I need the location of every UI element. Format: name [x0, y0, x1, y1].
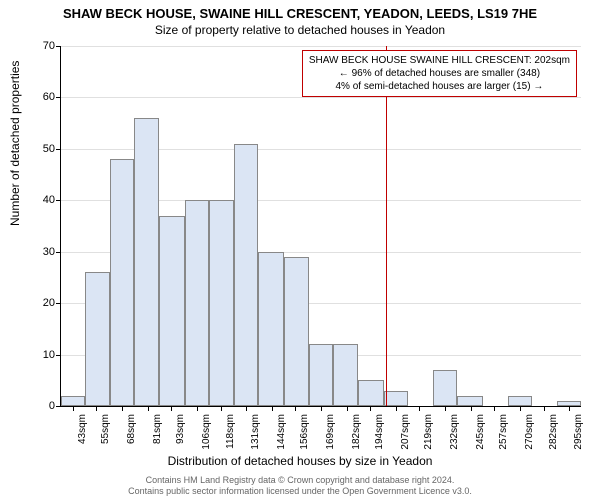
annotation-line-2: ← 96% of detached houses are smaller (34…	[309, 67, 570, 80]
histogram-bar	[384, 391, 408, 406]
x-tick-mark	[272, 406, 273, 411]
x-tick-label: 295sqm	[573, 410, 584, 450]
x-tick-label: 219sqm	[423, 410, 434, 450]
x-tick-label: 270sqm	[524, 410, 535, 450]
x-tick-label: 68sqm	[126, 410, 137, 444]
y-tick-label: 50	[25, 143, 61, 155]
histogram-bar	[234, 144, 258, 406]
x-tick-mark	[96, 406, 97, 411]
x-tick-mark	[197, 406, 198, 411]
x-tick-label: 144sqm	[276, 410, 287, 450]
x-tick-label: 81sqm	[152, 410, 163, 444]
x-tick-mark	[569, 406, 570, 411]
grid-line	[61, 97, 581, 98]
x-tick-mark	[520, 406, 521, 411]
chart-subtitle: Size of property relative to detached ho…	[0, 21, 600, 37]
histogram-bar	[457, 396, 483, 406]
histogram-bar	[433, 370, 457, 406]
x-tick-label: 131sqm	[250, 410, 261, 450]
histogram-bar	[134, 118, 160, 406]
chart-footer: Contains HM Land Registry data © Crown c…	[0, 475, 600, 498]
x-tick-mark	[347, 406, 348, 411]
x-tick-label: 43sqm	[77, 410, 88, 444]
x-tick-mark	[73, 406, 74, 411]
histogram-bar	[508, 396, 532, 406]
x-tick-label: 194sqm	[374, 410, 385, 450]
x-tick-label: 156sqm	[299, 410, 310, 450]
x-tick-label: 282sqm	[548, 410, 559, 450]
x-tick-mark	[171, 406, 172, 411]
footer-line-1: Contains HM Land Registry data © Crown c…	[0, 475, 600, 487]
histogram-bar	[358, 380, 384, 406]
annotation-line-3: 4% of semi-detached houses are larger (1…	[309, 80, 570, 93]
x-tick-mark	[221, 406, 222, 411]
histogram-bar	[85, 272, 111, 406]
y-axis-label: Number of detached properties	[8, 61, 22, 226]
histogram-bar	[185, 200, 209, 406]
x-tick-mark	[445, 406, 446, 411]
x-tick-mark	[295, 406, 296, 411]
x-tick-mark	[419, 406, 420, 411]
x-tick-label: 118sqm	[225, 410, 236, 449]
chart-title: SHAW BECK HOUSE, SWAINE HILL CRESCENT, Y…	[0, 0, 600, 21]
histogram-bar	[61, 396, 85, 406]
x-tick-mark	[396, 406, 397, 411]
x-tick-mark	[246, 406, 247, 411]
y-tick-label: 40	[25, 194, 61, 206]
x-tick-label: 93sqm	[175, 410, 186, 444]
x-tick-label: 207sqm	[400, 410, 411, 450]
x-tick-label: 169sqm	[325, 410, 336, 450]
x-tick-mark	[471, 406, 472, 411]
x-tick-mark	[544, 406, 545, 411]
x-tick-label: 232sqm	[449, 410, 460, 450]
plot-area: SHAW BECK HOUSE SWAINE HILL CRESCENT: 20…	[60, 46, 581, 407]
histogram-bar	[309, 344, 333, 406]
x-tick-mark	[122, 406, 123, 411]
histogram-bar	[159, 216, 185, 406]
annotation-box: SHAW BECK HOUSE SWAINE HILL CRESCENT: 20…	[302, 50, 577, 97]
x-tick-mark	[148, 406, 149, 411]
x-tick-label: 182sqm	[351, 410, 362, 450]
histogram-bar	[284, 257, 310, 406]
x-tick-mark	[321, 406, 322, 411]
annotation-line-1: SHAW BECK HOUSE SWAINE HILL CRESCENT: 20…	[309, 54, 570, 67]
x-tick-label: 257sqm	[498, 410, 509, 450]
chart-container: SHAW BECK HOUSE, SWAINE HILL CRESCENT, Y…	[0, 0, 600, 500]
y-tick-label: 30	[25, 246, 61, 258]
grid-line	[61, 46, 581, 47]
x-tick-mark	[494, 406, 495, 411]
histogram-bar	[110, 159, 134, 406]
x-tick-label: 106sqm	[201, 410, 212, 450]
footer-line-2: Contains public sector information licen…	[0, 486, 600, 498]
y-tick-label: 0	[25, 400, 61, 412]
x-tick-mark	[370, 406, 371, 411]
y-tick-label: 20	[25, 297, 61, 309]
x-tick-label: 55sqm	[100, 410, 111, 444]
histogram-bar	[209, 200, 235, 406]
x-axis-label: Distribution of detached houses by size …	[0, 454, 600, 468]
x-tick-label: 245sqm	[475, 410, 486, 450]
histogram-bar	[258, 252, 284, 406]
histogram-bar	[333, 344, 359, 406]
y-tick-label: 70	[25, 40, 61, 52]
y-tick-label: 60	[25, 91, 61, 103]
marker-line	[386, 46, 387, 406]
y-tick-label: 10	[25, 349, 61, 361]
